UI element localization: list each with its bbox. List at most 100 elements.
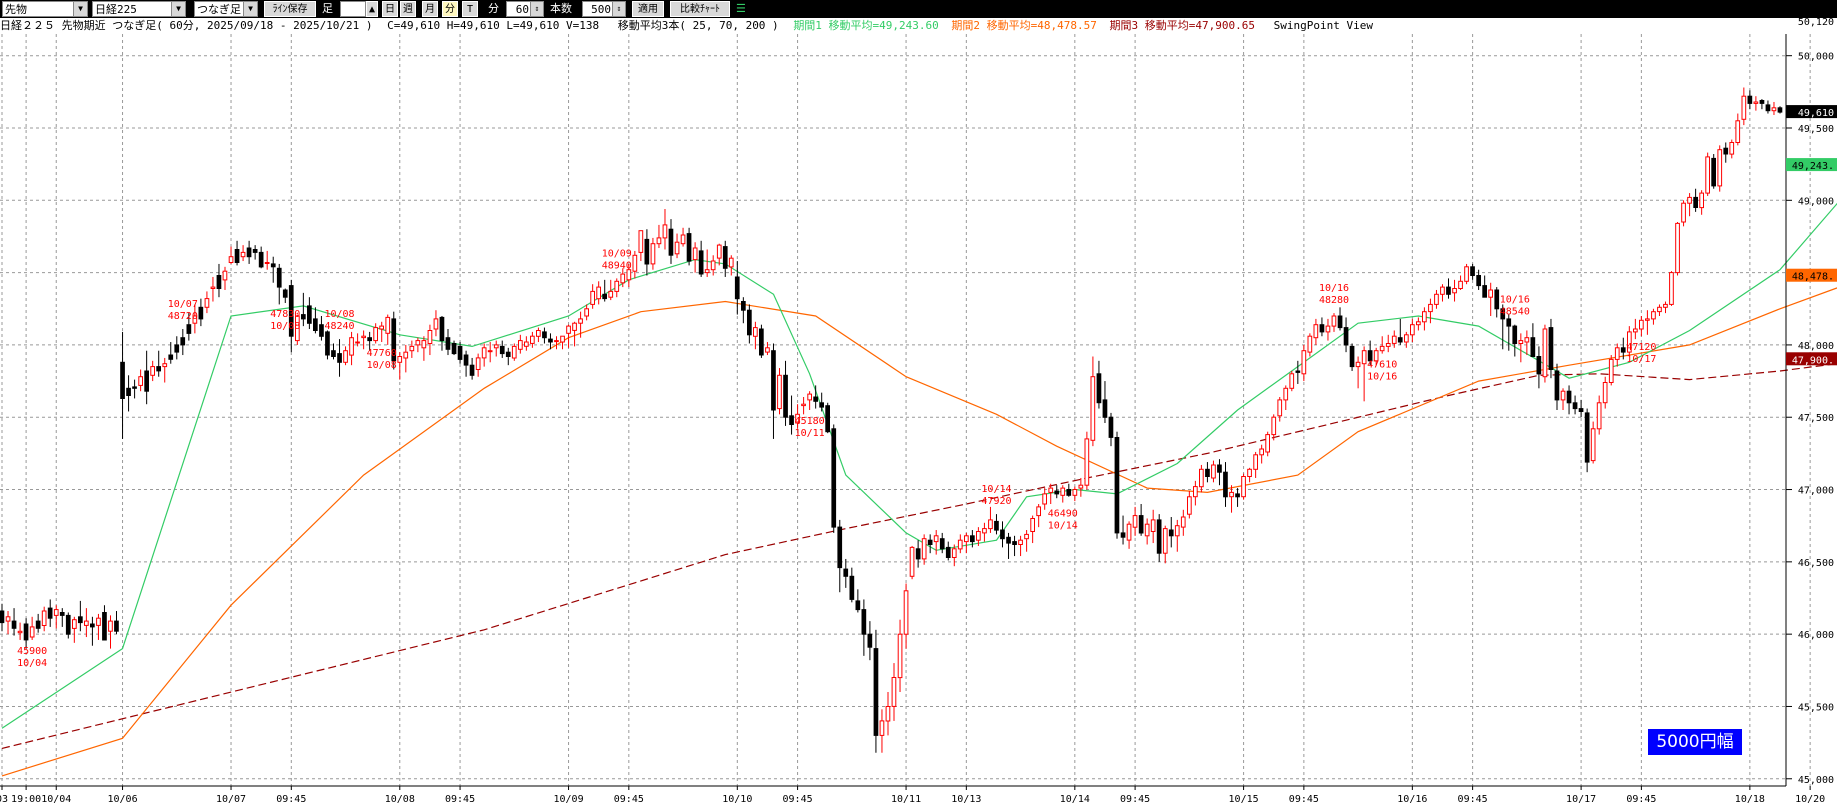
spin-icon[interactable]: ⇕ (530, 2, 543, 16)
ma2-text: 期間2 移動平均=48,478.57 (951, 19, 1097, 32)
candle-body (1241, 476, 1246, 498)
candle-body (982, 528, 987, 534)
minute-button[interactable]: 分 (442, 1, 458, 17)
candle-body (1416, 321, 1421, 326)
toolbar: 先物 ▼ 日経225 ▼ つなぎ足 ▼ ﾗｲﾝ保存 足 ▲ 日 週 月 分 T 分 6… (0, 0, 1837, 18)
candle-body (1156, 519, 1162, 554)
candle-body (789, 415, 794, 425)
candle-body (1651, 311, 1656, 320)
candle-body (5, 616, 11, 622)
week-button[interactable]: 週 (400, 1, 416, 17)
candle-body (1657, 306, 1662, 313)
candle-body (1199, 468, 1204, 488)
candle-body (855, 600, 861, 611)
chevron-down-icon: ▼ (171, 2, 185, 16)
candle-body (168, 354, 174, 360)
spin-icon[interactable]: ⇕ (612, 2, 625, 16)
candle-body (1777, 107, 1783, 113)
candle-body (1602, 382, 1608, 404)
candle-body (988, 519, 993, 530)
candle-body (313, 318, 318, 331)
spin-icon[interactable]: ▲ (366, 1, 378, 17)
candle-body (1422, 311, 1427, 323)
bars-input[interactable]: 500 ⇕ (582, 1, 626, 17)
y-tick-label: 50,120 (1798, 18, 1834, 28)
candle-body (47, 607, 53, 619)
x-tick-label: 10/20 (1795, 794, 1825, 805)
candle-body (1404, 334, 1409, 343)
tick-button[interactable]: T (462, 1, 478, 17)
candle-body (343, 350, 348, 363)
candle-body (1205, 468, 1210, 477)
minute-input[interactable]: 60 ⇕ (506, 1, 544, 17)
swing-point-label: 10/04 (17, 658, 47, 669)
candle-body (644, 238, 650, 265)
chart-lines-icon[interactable]: ☰ (736, 2, 746, 15)
grid (0, 34, 1811, 786)
candle-body (759, 328, 764, 356)
month-button[interactable]: 月 (422, 1, 438, 17)
candle-body (90, 623, 95, 628)
candle-body (1711, 157, 1717, 187)
info-bar: 日経２２５ 先物期近 つなぎ足( 60分, 2025/09/18 - 2025/… (0, 19, 1373, 33)
candle-body (1000, 529, 1005, 540)
candle-body (1337, 315, 1343, 329)
candle-body (783, 374, 788, 418)
save-line-button[interactable]: ﾗｲﾝ保存 (264, 1, 316, 17)
candle-body (295, 315, 300, 342)
candle-body (909, 546, 915, 577)
candle-body (614, 280, 620, 292)
candle-body (939, 538, 945, 550)
ashi-input[interactable] (340, 1, 366, 17)
y-tick-label: 45,500 (1798, 702, 1834, 713)
candle-body (753, 327, 758, 337)
candle-body (379, 325, 384, 330)
market-select[interactable]: 先物 ▼ (2, 1, 88, 17)
candle-body (1229, 491, 1234, 498)
ma2-line (1, 287, 1837, 777)
ma1-text: 期間1 移動平均=49,243.60 (793, 19, 939, 32)
candle-body (1470, 266, 1475, 276)
candle-body (716, 244, 722, 259)
candle-body (698, 250, 704, 275)
candle-body (1247, 468, 1252, 477)
apply-button[interactable]: 適用 (632, 1, 664, 17)
type-select[interactable]: つなぎ足 ▼ (194, 1, 258, 17)
swing-point-label: 10/08 (324, 309, 354, 320)
compare-chart-button[interactable]: 比較ﾁｬｰﾄ (670, 1, 730, 17)
candle-body (704, 269, 710, 274)
day-button[interactable]: 日 (382, 1, 398, 17)
candle-body (11, 620, 17, 629)
candle-body (433, 318, 439, 330)
x-tick-label: 10/14 (1060, 794, 1090, 805)
candle-body (451, 343, 457, 355)
candle-body (198, 306, 204, 320)
candle-body (138, 376, 144, 386)
candle-body (1036, 506, 1042, 517)
candle-body (584, 308, 589, 317)
candle-body (976, 531, 981, 541)
candle-body (1554, 370, 1560, 401)
candle-body (1006, 536, 1011, 544)
candle-body (843, 568, 849, 577)
candles (0, 87, 1783, 753)
candle-body (53, 609, 59, 616)
candle-body (1566, 390, 1572, 404)
candle-body (1608, 358, 1614, 383)
candle-body (204, 298, 210, 308)
candle-body (1518, 340, 1524, 345)
candle-body (409, 345, 415, 352)
candle-body (1500, 308, 1506, 320)
x-tick-label: 09:45 (1289, 794, 1319, 805)
candle-body (403, 351, 409, 359)
candle-body (210, 286, 216, 290)
candle-body (1548, 327, 1554, 371)
candle-body (349, 337, 354, 356)
y-tick-label: 49,000 (1798, 196, 1834, 207)
candle-body (84, 620, 89, 626)
candle-body (397, 356, 403, 363)
candle-body (1295, 370, 1301, 373)
candle-body (1675, 222, 1680, 274)
index-select[interactable]: 日経225 ▼ (92, 1, 186, 17)
